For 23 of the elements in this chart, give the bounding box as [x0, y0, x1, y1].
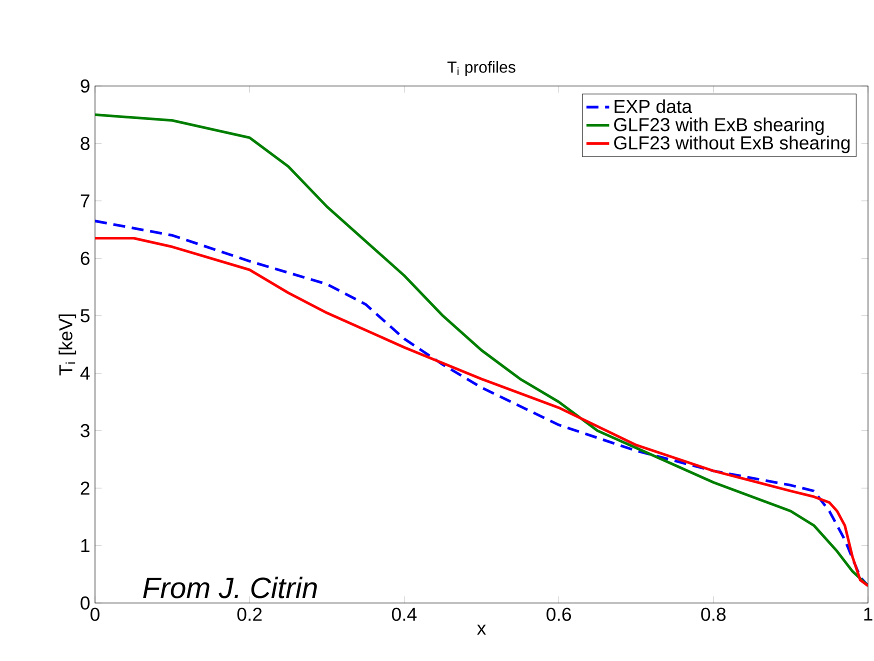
y-tick-label: 8 [80, 136, 90, 150]
x-tick-label: 0.6 [546, 608, 571, 621]
y-tick-label: 3 [80, 424, 90, 438]
x-axis-title: x [477, 624, 486, 635]
x-tick-label: 0.8 [701, 608, 726, 621]
x-tick-label: 0.4 [392, 608, 417, 621]
chart-title: T$_{i}$ profiles [447, 61, 516, 76]
legend-label: GLF23 with ExB shearing [614, 118, 824, 135]
y-tick-label: 2 [80, 482, 90, 495]
legend-label: EXP data [614, 99, 692, 114]
y-tick-label: 6 [80, 252, 90, 265]
x-tick-label: 1 [864, 608, 872, 621]
y-tick-label: 7 [80, 194, 90, 208]
x-tick-label: 0.2 [237, 608, 262, 621]
y-tick-label: 1 [81, 539, 90, 552]
x-tick-label: 0 [90, 608, 100, 621]
annotation: From J. Citrin [143, 576, 317, 598]
legend-label: GLF23 without ExB shearing [614, 136, 850, 154]
y-tick-label: 4 [80, 366, 90, 380]
y-axis-title: T$_{i}$ [keV] [58, 314, 76, 376]
y-tick-label: 0 [80, 596, 90, 610]
y-tick-label: 9 [80, 79, 90, 93]
y-tick-label: 5 [80, 309, 90, 322]
